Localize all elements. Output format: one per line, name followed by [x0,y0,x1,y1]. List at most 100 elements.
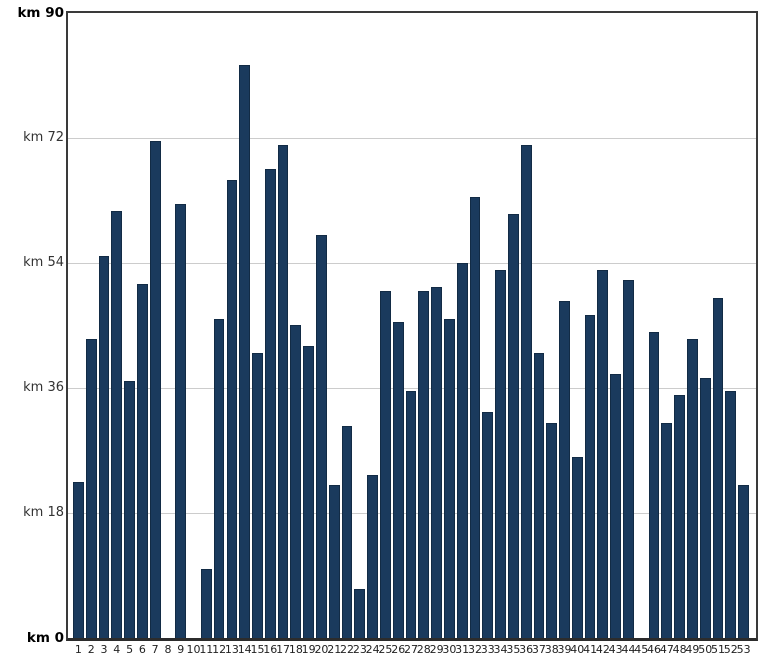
bar-week-25 [380,291,391,638]
bar-week-46 [648,332,660,638]
x-tick-label-33: 33 [480,643,495,656]
bar-week-2 [85,339,97,638]
bar-week-24 [367,475,378,638]
x-tick-label-46: 46 [647,643,662,656]
bar-week-14 [239,65,251,638]
bar-week-11 [200,569,212,638]
x-tick-label-13: 13 [224,643,239,656]
gridline-54km [68,263,756,264]
bar-week-40 [571,457,583,638]
y-tick-label-18: km 18 [23,505,64,520]
bar-week-52 [725,391,737,638]
bar-week-16 [264,169,276,638]
bar-week-27 [405,391,417,638]
bar-week-32 [469,197,481,638]
x-tick-label-17: 17 [276,643,291,656]
bar-week-53 [738,485,749,638]
bar-week-44 [623,280,634,638]
bar-week-26 [392,322,404,638]
x-tick-label-14: 14 [237,643,252,656]
bar-week-21 [328,485,340,638]
bar-week-4 [111,211,123,638]
bar-week-36 [520,145,532,638]
y-tick-label-90: km 90 [17,5,64,21]
x-tick-label-3: 3 [100,643,108,656]
x-tick-label-8: 8 [164,643,172,656]
bar-week-22 [341,426,353,638]
bar-week-5 [124,381,135,638]
x-tick-label-29: 29 [429,643,444,656]
x-tick-label-32: 32 [467,643,482,656]
x-tick-label-23: 23 [352,643,367,656]
x-tick-label-40: 40 [570,643,585,656]
bar-week-23 [354,589,366,638]
x-tick-label-41: 41 [583,643,598,656]
x-tick-label-27: 27 [404,643,418,656]
bar-week-39 [559,301,570,638]
gridline-72km [68,138,756,139]
x-tick-label-5: 5 [126,643,134,656]
plot-area [66,11,758,641]
x-tick-label-2: 2 [87,643,95,656]
x-tick-label-36: 36 [519,643,534,656]
x-tick-label-7: 7 [151,643,159,656]
x-tick-label-15: 15 [250,643,265,656]
bar-week-15 [252,353,263,638]
bar-week-13 [226,180,238,638]
bar-week-50 [699,378,711,638]
x-tick-label-31: 31 [455,643,470,656]
bar-week-1 [73,482,84,638]
x-tick-label-34: 34 [493,643,508,656]
x-tick-label-9: 9 [177,643,185,656]
x-tick-label-47: 47 [659,643,674,656]
x-tick-label-4: 4 [113,643,121,656]
x-tick-label-19: 19 [301,643,316,656]
y-tick-label-36: km 36 [23,380,64,395]
bar-week-38 [546,423,558,638]
x-tick-label-42: 42 [595,643,610,656]
bar-week-43 [610,374,622,638]
gridline-36km [68,388,756,389]
bar-week-29 [431,287,442,638]
x-tick-label-20: 20 [314,643,329,656]
bar-week-20 [316,235,327,638]
x-tick-label-37: 37 [531,643,546,656]
bar-week-19 [303,346,315,638]
x-tick-label-50: 50 [698,643,713,656]
bar-week-9 [175,204,187,638]
x-tick-label-30: 30 [442,643,457,656]
x-tick-label-38: 38 [544,643,559,656]
bar-week-28 [418,291,430,638]
bar-week-51 [712,298,724,638]
x-tick-label-12: 12 [212,643,227,656]
x-tick-label-35: 35 [506,643,521,656]
bar-week-49 [687,339,698,638]
x-tick-label-39: 39 [557,643,572,656]
bar-week-34 [495,270,506,638]
x-tick-label-49: 49 [685,643,700,656]
x-tick-label-52: 52 [723,643,738,656]
bar-week-47 [661,423,673,638]
x-tick-label-28: 28 [416,643,431,656]
bar-week-48 [674,395,686,638]
x-axis-labels: 1 2 3 4 5 6 7 8 9 10 11 12 13 14 15 16 17 18 19 20 21 22 23 24 2… [68,643,756,661]
x-tick-label-11: 11 [199,643,214,656]
y-axis-labels: km 90 km 72 km 54 km 36 km 18 km 0 [0,0,64,669]
x-tick-label-6: 6 [138,643,146,656]
x-tick-label-48: 48 [672,643,687,656]
x-tick-label-24: 24 [365,643,380,656]
bar-week-6 [136,284,148,638]
bar-week-3 [98,256,110,638]
x-tick-label-18: 18 [288,643,303,656]
y-tick-label-54: km 54 [23,255,64,270]
y-tick-label-72: km 72 [23,130,64,145]
bar-week-18 [290,325,302,638]
bar-week-41 [584,315,596,638]
bar-week-37 [533,353,545,638]
x-tick-label-16: 16 [263,643,278,656]
bar-week-12 [213,319,225,638]
bar-week-7 [149,141,161,638]
x-tick-label-45: 45 [634,643,649,656]
x-tick-label-21: 21 [327,643,342,656]
